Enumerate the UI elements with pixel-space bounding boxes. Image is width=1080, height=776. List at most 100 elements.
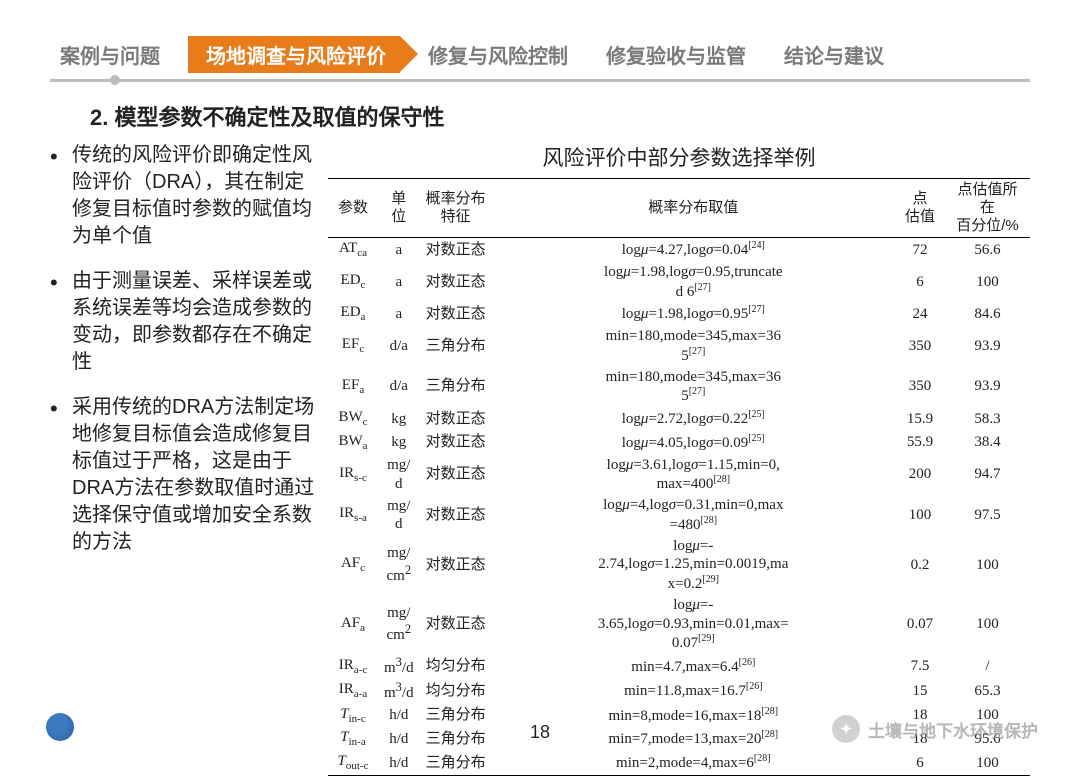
section-title: 2. 模型参数不确定性及取值的保守性 <box>90 100 1030 132</box>
cell-unit: h/d <box>378 727 420 751</box>
cell-unit: m3/d <box>378 679 420 704</box>
table-header: 单位 <box>378 179 420 238</box>
cell-value: min=180,mode=345,max=365[27] <box>492 367 895 408</box>
bullet-list: •传统的风险评价即确定性风险评价（DRA），其在制定修复目标值时参数的赋值均为单… <box>50 142 320 776</box>
cell-param: BWc <box>328 407 378 431</box>
cell-point: 24 <box>895 302 945 326</box>
cell-value: min=180,mode=345,max=365[27] <box>492 326 895 367</box>
cell-unit: a <box>378 238 420 262</box>
cell-dist: 对数正态 <box>420 302 492 326</box>
cell-pct: 38.4 <box>945 431 1030 455</box>
cell-param: BWa <box>328 431 378 455</box>
cell-pct: 93.9 <box>945 326 1030 367</box>
table-row: IRa-cm3/d均匀分布min=4.7,max=6.4[26]7.5/ <box>328 654 1030 679</box>
bullet-item: •由于测量误差、采样误差或系统误差等均会造成参数的变动，即参数都存在不确定性 <box>50 268 320 376</box>
cell-point: 100 <box>895 495 945 536</box>
cell-param: IRs-c <box>328 455 378 496</box>
wechat-icon: ✦ <box>832 715 860 743</box>
bullet-dot: • <box>50 268 72 376</box>
cell-param: AFa <box>328 595 378 654</box>
bullet-text: 采用传统的DRA方法制定场地修复目标值会造成修复目标值过于严格，这是由于DRA方… <box>72 394 320 556</box>
cell-param: EFc <box>328 326 378 367</box>
cell-param: EDa <box>328 302 378 326</box>
cell-param: Tin-c <box>328 704 378 728</box>
footer-logo-icon <box>46 713 74 741</box>
nav-item[interactable]: 案例与问题 <box>50 36 170 73</box>
breadcrumb-nav: 案例与问题场地调查与风险评价修复与风险控制修复验收与监管结论与建议 <box>50 36 1030 73</box>
table-row: IRa-am3/d均匀分布min=11.8,max=16.7[26]1565.3 <box>328 679 1030 704</box>
cell-dist: 对数正态 <box>420 262 492 303</box>
table-row: AFcmg/cm2对数正态logμ=-2.74,logσ=1.25,min=0.… <box>328 536 1030 595</box>
cell-pct: 100 <box>945 595 1030 654</box>
cell-param: IRa-a <box>328 679 378 704</box>
cell-value: min=4.7,max=6.4[26] <box>492 654 895 679</box>
cell-value: min=2,mode=4,max=6[28] <box>492 751 895 775</box>
cell-point: 0.2 <box>895 536 945 595</box>
cell-value: logμ=-3.65,logσ=0.93,min=0.01,max=0.07[2… <box>492 595 895 654</box>
cell-dist: 对数正态 <box>420 407 492 431</box>
cell-pct: 94.7 <box>945 455 1030 496</box>
cell-param: ATca <box>328 238 378 262</box>
table-row: EDca对数正态logμ=1.98,logσ=0.95,truncated 6[… <box>328 262 1030 303</box>
table-header: 参数 <box>328 179 378 238</box>
cell-unit: mg/cm2 <box>378 595 420 654</box>
watermark-text: 土壤与地下水环境保护 <box>868 717 1038 742</box>
cell-value: logμ=1.98,logσ=0.95[27] <box>492 302 895 326</box>
cell-pct: 58.3 <box>945 407 1030 431</box>
cell-value: logμ=4.05,logσ=0.09[25] <box>492 431 895 455</box>
page-number: 18 <box>530 722 550 743</box>
nav-item[interactable]: 结论与建议 <box>774 36 894 73</box>
cell-unit: a <box>378 302 420 326</box>
table-header: 点估值所在百分位/% <box>945 179 1030 238</box>
cell-point: 6 <box>895 751 945 775</box>
table-row: EDaa对数正态logμ=1.98,logσ=0.95[27]2484.6 <box>328 302 1030 326</box>
content-area: •传统的风险评价即确定性风险评价（DRA），其在制定修复目标值时参数的赋值均为单… <box>50 142 1030 776</box>
table-row: AFamg/cm2对数正态logμ=-3.65,logσ=0.93,min=0.… <box>328 595 1030 654</box>
cell-param: Tout-c <box>328 751 378 775</box>
table-header: 概率分布取值 <box>492 179 895 238</box>
cell-dist: 均匀分布 <box>420 679 492 704</box>
cell-pct: 100 <box>945 536 1030 595</box>
cell-param: Tin-a <box>328 727 378 751</box>
cell-point: 6 <box>895 262 945 303</box>
cell-dist: 三角分布 <box>420 727 492 751</box>
cell-unit: kg <box>378 431 420 455</box>
cell-pct: 100 <box>945 262 1030 303</box>
bullet-dot: • <box>50 394 72 556</box>
bullet-dot: • <box>50 142 72 250</box>
cell-point: 15 <box>895 679 945 704</box>
cell-point: 7.5 <box>895 654 945 679</box>
table-row: BWckg对数正态logμ=2.72,logσ=0.22[25]15.958.3 <box>328 407 1030 431</box>
cell-point: 0.07 <box>895 595 945 654</box>
cell-pct: 97.5 <box>945 495 1030 536</box>
cell-unit: mg/d <box>378 455 420 496</box>
table-title: 风险评价中部分参数选择举例 <box>328 142 1030 172</box>
cell-point: 350 <box>895 326 945 367</box>
cell-unit: mg/d <box>378 495 420 536</box>
cell-point: 55.9 <box>895 431 945 455</box>
cell-pct: 65.3 <box>945 679 1030 704</box>
cell-point: 200 <box>895 455 945 496</box>
table-row: EFad/a三角分布min=180,mode=345,max=365[27]35… <box>328 367 1030 408</box>
bullet-text: 由于测量误差、采样误差或系统误差等均会造成参数的变动，即参数都存在不确定性 <box>72 268 320 376</box>
nav-item-active[interactable]: 场地调查与风险评价 <box>188 36 400 73</box>
cell-value: logμ=4,logσ=0.31,min=0,max=480[28] <box>492 495 895 536</box>
cell-unit: d/a <box>378 367 420 408</box>
cell-dist: 对数正态 <box>420 495 492 536</box>
nav-item[interactable]: 修复验收与监管 <box>596 36 756 73</box>
bullet-text: 传统的风险评价即确定性风险评价（DRA），其在制定修复目标值时参数的赋值均为单个… <box>72 142 320 250</box>
cell-value: logμ=4.27,logσ=0.04[24] <box>492 238 895 262</box>
cell-param: IRs-a <box>328 495 378 536</box>
cell-pct: 93.9 <box>945 367 1030 408</box>
cell-param: IRa-c <box>328 654 378 679</box>
nav-item[interactable]: 修复与风险控制 <box>418 36 578 73</box>
cell-unit: d/a <box>378 326 420 367</box>
table-header: 概率分布特征 <box>420 179 492 238</box>
parameter-table: 参数单位概率分布特征概率分布取值点估值点估值所在百分位/% ATcaa对数正态l… <box>328 178 1030 776</box>
cell-value: logμ=-2.74,logσ=1.25,min=0.0019,max=0.2[… <box>492 536 895 595</box>
cell-dist: 对数正态 <box>420 455 492 496</box>
nav-divider <box>50 79 1030 82</box>
cell-unit: kg <box>378 407 420 431</box>
table-row: BWakg对数正态logμ=4.05,logσ=0.09[25]55.938.4 <box>328 431 1030 455</box>
table-row: EFcd/a三角分布min=180,mode=345,max=365[27]35… <box>328 326 1030 367</box>
